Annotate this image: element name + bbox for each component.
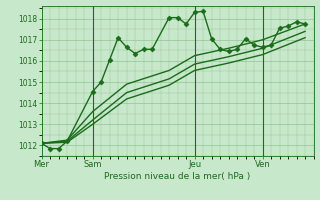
X-axis label: Pression niveau de la mer( hPa ): Pression niveau de la mer( hPa ): [104, 172, 251, 181]
